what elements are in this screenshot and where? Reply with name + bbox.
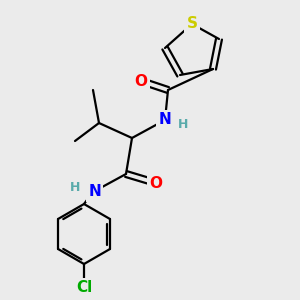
Text: N: N [159,112,171,128]
Text: N: N [88,184,101,200]
Text: H: H [70,181,80,194]
Text: H: H [178,118,188,131]
Text: O: O [134,74,148,88]
Text: O: O [149,176,163,190]
Text: Cl: Cl [76,280,92,296]
Text: S: S [187,16,197,32]
